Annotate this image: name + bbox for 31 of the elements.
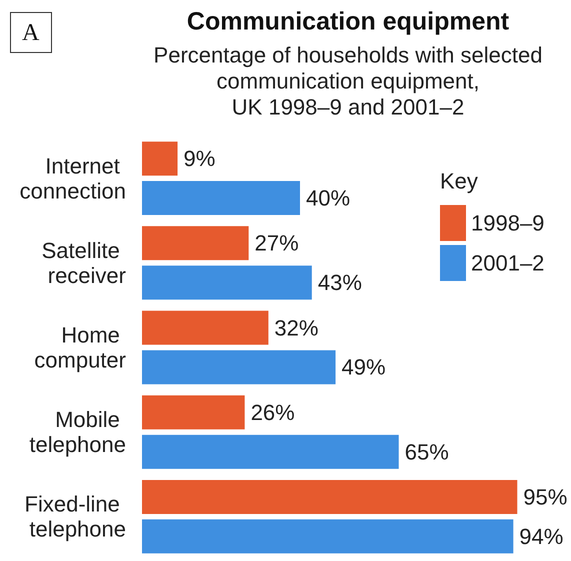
text: A bbox=[22, 20, 40, 46]
y-tick-label: Home computer bbox=[34, 322, 126, 372]
legend-label: 1998–9 bbox=[471, 210, 544, 236]
y-tick-label: Internet connection bbox=[20, 153, 126, 204]
data-label: 43% bbox=[318, 270, 362, 296]
bar bbox=[142, 226, 249, 260]
y-tick-label: Satellite receiver bbox=[42, 238, 126, 288]
bar bbox=[142, 350, 336, 384]
bar bbox=[142, 480, 518, 514]
bar bbox=[142, 519, 514, 554]
bar bbox=[142, 395, 245, 430]
legend-title: Key bbox=[440, 168, 478, 194]
data-label: 27% bbox=[254, 230, 299, 256]
data-label: 65% bbox=[404, 439, 449, 464]
data-label: 9% bbox=[184, 146, 216, 172]
bar bbox=[142, 266, 312, 300]
chart-title: Communication equipment bbox=[186, 8, 510, 36]
y-tick-label: Fixed-line telephone bbox=[24, 492, 126, 542]
data-label: 94% bbox=[519, 524, 564, 549]
y-tick-label: Mobile telephone bbox=[29, 407, 126, 458]
bar bbox=[142, 434, 399, 469]
data-label: 95% bbox=[523, 484, 568, 510]
bar bbox=[142, 142, 178, 176]
data-label: 32% bbox=[274, 315, 318, 340]
bar bbox=[142, 310, 268, 345]
chart-subtitle: Percentage of households with selected communication equipment, UK 1998–9 and 2001–2 bbox=[154, 42, 542, 120]
legend-label: 2001–2 bbox=[471, 250, 544, 276]
data-label: 26% bbox=[250, 400, 295, 425]
data-label: 49% bbox=[342, 354, 386, 380]
data-label: 40% bbox=[306, 186, 350, 211]
bar bbox=[142, 181, 300, 216]
